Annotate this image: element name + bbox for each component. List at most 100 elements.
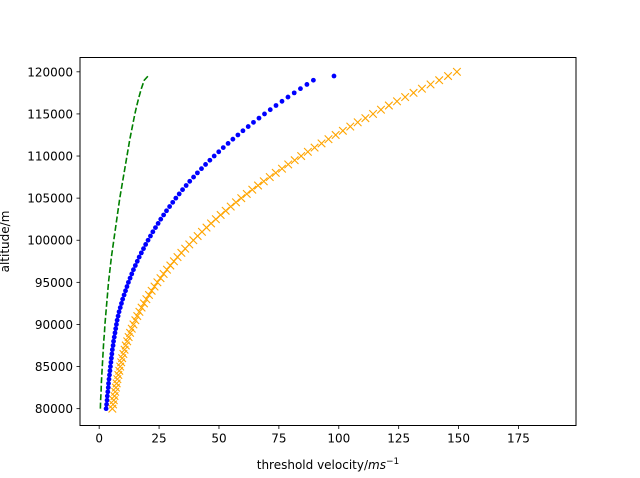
data-point [242,189,251,199]
data-point [129,320,138,329]
y-tick-label: 95000 [35,276,73,290]
data-point [262,111,267,117]
data-point [368,109,378,119]
data-point [120,296,126,302]
data-point [106,380,111,386]
data-point [158,216,164,222]
data-point [310,143,319,152]
data-point [108,359,114,365]
data-point [230,136,236,142]
data-point [409,88,418,98]
data-point [195,170,200,176]
data-point [331,130,340,140]
data-point [126,279,131,285]
data-point [384,101,394,110]
data-point [304,82,310,87]
data-point [216,149,222,155]
data-point [361,113,370,123]
data-point [104,393,110,399]
data-point [216,210,225,220]
data-point [141,246,146,252]
data-point [259,177,268,186]
data-point [112,330,118,336]
data-point [187,178,193,184]
data-point [225,140,231,146]
data-point [104,397,110,403]
data-point [245,124,251,129]
data-point [211,153,217,159]
data-point [277,164,287,173]
data-point [226,202,235,211]
y-tick-label: 115000 [27,107,73,121]
data-point [148,233,153,239]
data-point [203,162,208,167]
data-point [284,160,293,169]
data-point [114,317,120,323]
data-point [129,271,135,277]
data-point [162,265,172,274]
x-tick-label: 25 [151,432,166,446]
data-point [147,286,156,295]
y-axis-label: altitude/m [0,211,12,273]
data-point [111,338,116,344]
series-1 [103,73,337,412]
x-axis-label: threshold velocity/ms−1 [257,457,400,472]
data-point [153,278,162,287]
data-point [133,311,142,321]
data-point [114,322,119,327]
x-tick-label: 125 [387,432,410,446]
data-point [119,300,124,306]
data-point [144,290,154,300]
x-tick-label: 175 [507,432,530,446]
data-point [106,376,112,382]
series-line [99,75,149,409]
x-axis-label-unit: ms [368,458,386,472]
y-tick-label: 100000 [27,234,73,248]
data-point [237,193,246,203]
data-point [452,67,462,77]
y-tick-label: 85000 [35,360,73,374]
data-point [108,355,114,361]
data-point [310,77,316,83]
x-tick-label: 0 [95,432,103,446]
data-point [170,199,176,205]
data-point [346,122,355,131]
x-tick-label: 100 [327,432,350,446]
data-point [137,303,146,312]
data-point [240,128,246,134]
y-tick-label: 105000 [27,192,73,206]
data-point [324,134,333,144]
x-tick-label: 75 [271,432,286,446]
data-point [235,132,241,138]
data-point [107,368,113,374]
data-point [207,157,213,163]
data-point [105,389,111,395]
data-point [145,237,151,243]
data-point [109,351,115,357]
y-axis: 80000 85000 90000 95000 100000 105000 110000 11… [27,65,80,416]
series-2 [108,67,462,413]
data-point [103,406,109,412]
data-point [111,334,117,340]
data-point [121,292,127,298]
x-axis-label-exponent: −1 [386,457,399,467]
data-point [285,94,291,100]
data-point [353,118,362,127]
data-point [107,372,112,378]
data-point [434,76,444,85]
data-point [135,307,144,317]
x-tick-label: 150 [447,432,470,446]
data-point [331,73,337,79]
data-point [392,97,402,106]
data-point [400,92,410,102]
data-point [116,309,122,315]
data-point [155,220,161,226]
data-point [125,328,135,338]
data-point [131,267,136,273]
data-point [108,364,113,369]
data-point [142,294,151,304]
data-point [167,204,173,209]
data-point [132,263,138,268]
data-point [191,174,196,180]
